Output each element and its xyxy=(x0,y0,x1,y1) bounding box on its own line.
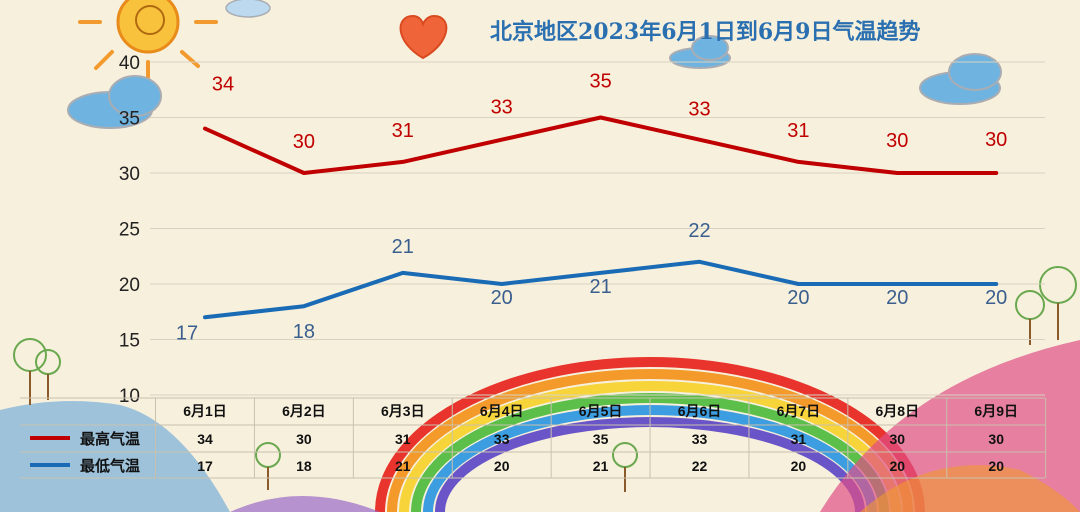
table-cell: 30 xyxy=(296,431,312,447)
table-cell: 31 xyxy=(395,431,411,447)
data-label: 34 xyxy=(212,74,234,96)
data-label: 30 xyxy=(985,129,1007,151)
chart-series: 34 30 31 33 35 33 31 30 30 17 18 21 20 21 22 20 20 20 xyxy=(176,71,1007,345)
table-cell: 30 xyxy=(988,431,1004,447)
data-label: 22 xyxy=(688,220,710,242)
table-cell: 17 xyxy=(197,458,213,474)
y-tick-label: 20 xyxy=(119,275,140,296)
cloud-icon xyxy=(919,53,1002,105)
data-label: 17 xyxy=(176,322,198,344)
x-tick-label: 6月7日 xyxy=(777,403,821,419)
data-label: 20 xyxy=(985,287,1007,309)
y-axis: 10 15 20 25 30 35 40 xyxy=(119,53,140,407)
cloud-icon xyxy=(225,0,271,18)
data-label: 20 xyxy=(787,287,809,309)
data-label: 33 xyxy=(491,97,513,119)
data-label: 20 xyxy=(491,287,513,309)
table-cell: 35 xyxy=(593,431,609,447)
data-label: 35 xyxy=(589,71,611,93)
legend-label: 最低气温 xyxy=(80,457,140,475)
table-cell: 20 xyxy=(988,458,1004,474)
legend-label: 最高气温 xyxy=(80,430,140,448)
y-tick-label: 25 xyxy=(119,220,140,241)
table-cell: 34 xyxy=(197,431,213,447)
table-cell: 20 xyxy=(890,458,906,474)
data-label: 31 xyxy=(392,120,414,142)
data-label: 21 xyxy=(589,276,611,298)
data-label: 30 xyxy=(886,130,908,152)
data-label: 20 xyxy=(886,287,908,309)
table-cell: 30 xyxy=(890,431,906,447)
data-label: 21 xyxy=(392,236,414,258)
chart-gridlines xyxy=(150,61,1045,396)
x-tick-label: 6月8日 xyxy=(876,403,920,419)
y-tick-label: 10 xyxy=(119,386,140,407)
data-label: 30 xyxy=(293,131,315,153)
hill-decoration xyxy=(0,340,1080,512)
table-cell: 22 xyxy=(692,458,708,474)
heart-icon xyxy=(399,14,448,60)
data-table: 6月1日 6月2日 6月3日 6月4日 6月5日 6月6日 6月7日 6月8日 6月9日最高气温… xyxy=(20,397,1047,479)
series-line-min xyxy=(203,259,999,320)
x-tick-label: 6月9日 xyxy=(974,403,1018,419)
chart-title: 北京地区2023年6月1日到6月9日气温趋势 xyxy=(490,19,921,45)
table-cell: 33 xyxy=(494,431,510,447)
x-tick-label: 6月2日 xyxy=(282,403,326,419)
data-label: 31 xyxy=(787,120,809,142)
cloud-icon xyxy=(669,35,731,69)
data-label: 18 xyxy=(293,321,315,343)
x-tick-label: 6月3日 xyxy=(381,403,425,419)
table-cell: 20 xyxy=(791,458,807,474)
x-tick-label: 6月5日 xyxy=(579,403,623,419)
y-tick-label: 15 xyxy=(119,331,140,352)
table-cell: 33 xyxy=(692,431,708,447)
x-tick-label: 6月6日 xyxy=(678,403,722,419)
series-line-max xyxy=(203,115,999,175)
table-cell: 21 xyxy=(593,458,609,474)
y-tick-label: 35 xyxy=(119,109,140,130)
table-cell: 21 xyxy=(395,458,411,474)
sun-icon xyxy=(78,0,218,84)
table-cell: 20 xyxy=(494,458,510,474)
y-tick-label: 40 xyxy=(119,53,140,74)
x-tick-label: 6月1日 xyxy=(183,403,227,419)
x-tick-label: 6月4日 xyxy=(480,403,524,419)
y-tick-label: 30 xyxy=(119,164,140,185)
data-label: 33 xyxy=(688,99,710,121)
table-cell: 31 xyxy=(791,431,807,447)
cloud-icon xyxy=(67,75,162,129)
table-cell: 18 xyxy=(296,458,312,474)
